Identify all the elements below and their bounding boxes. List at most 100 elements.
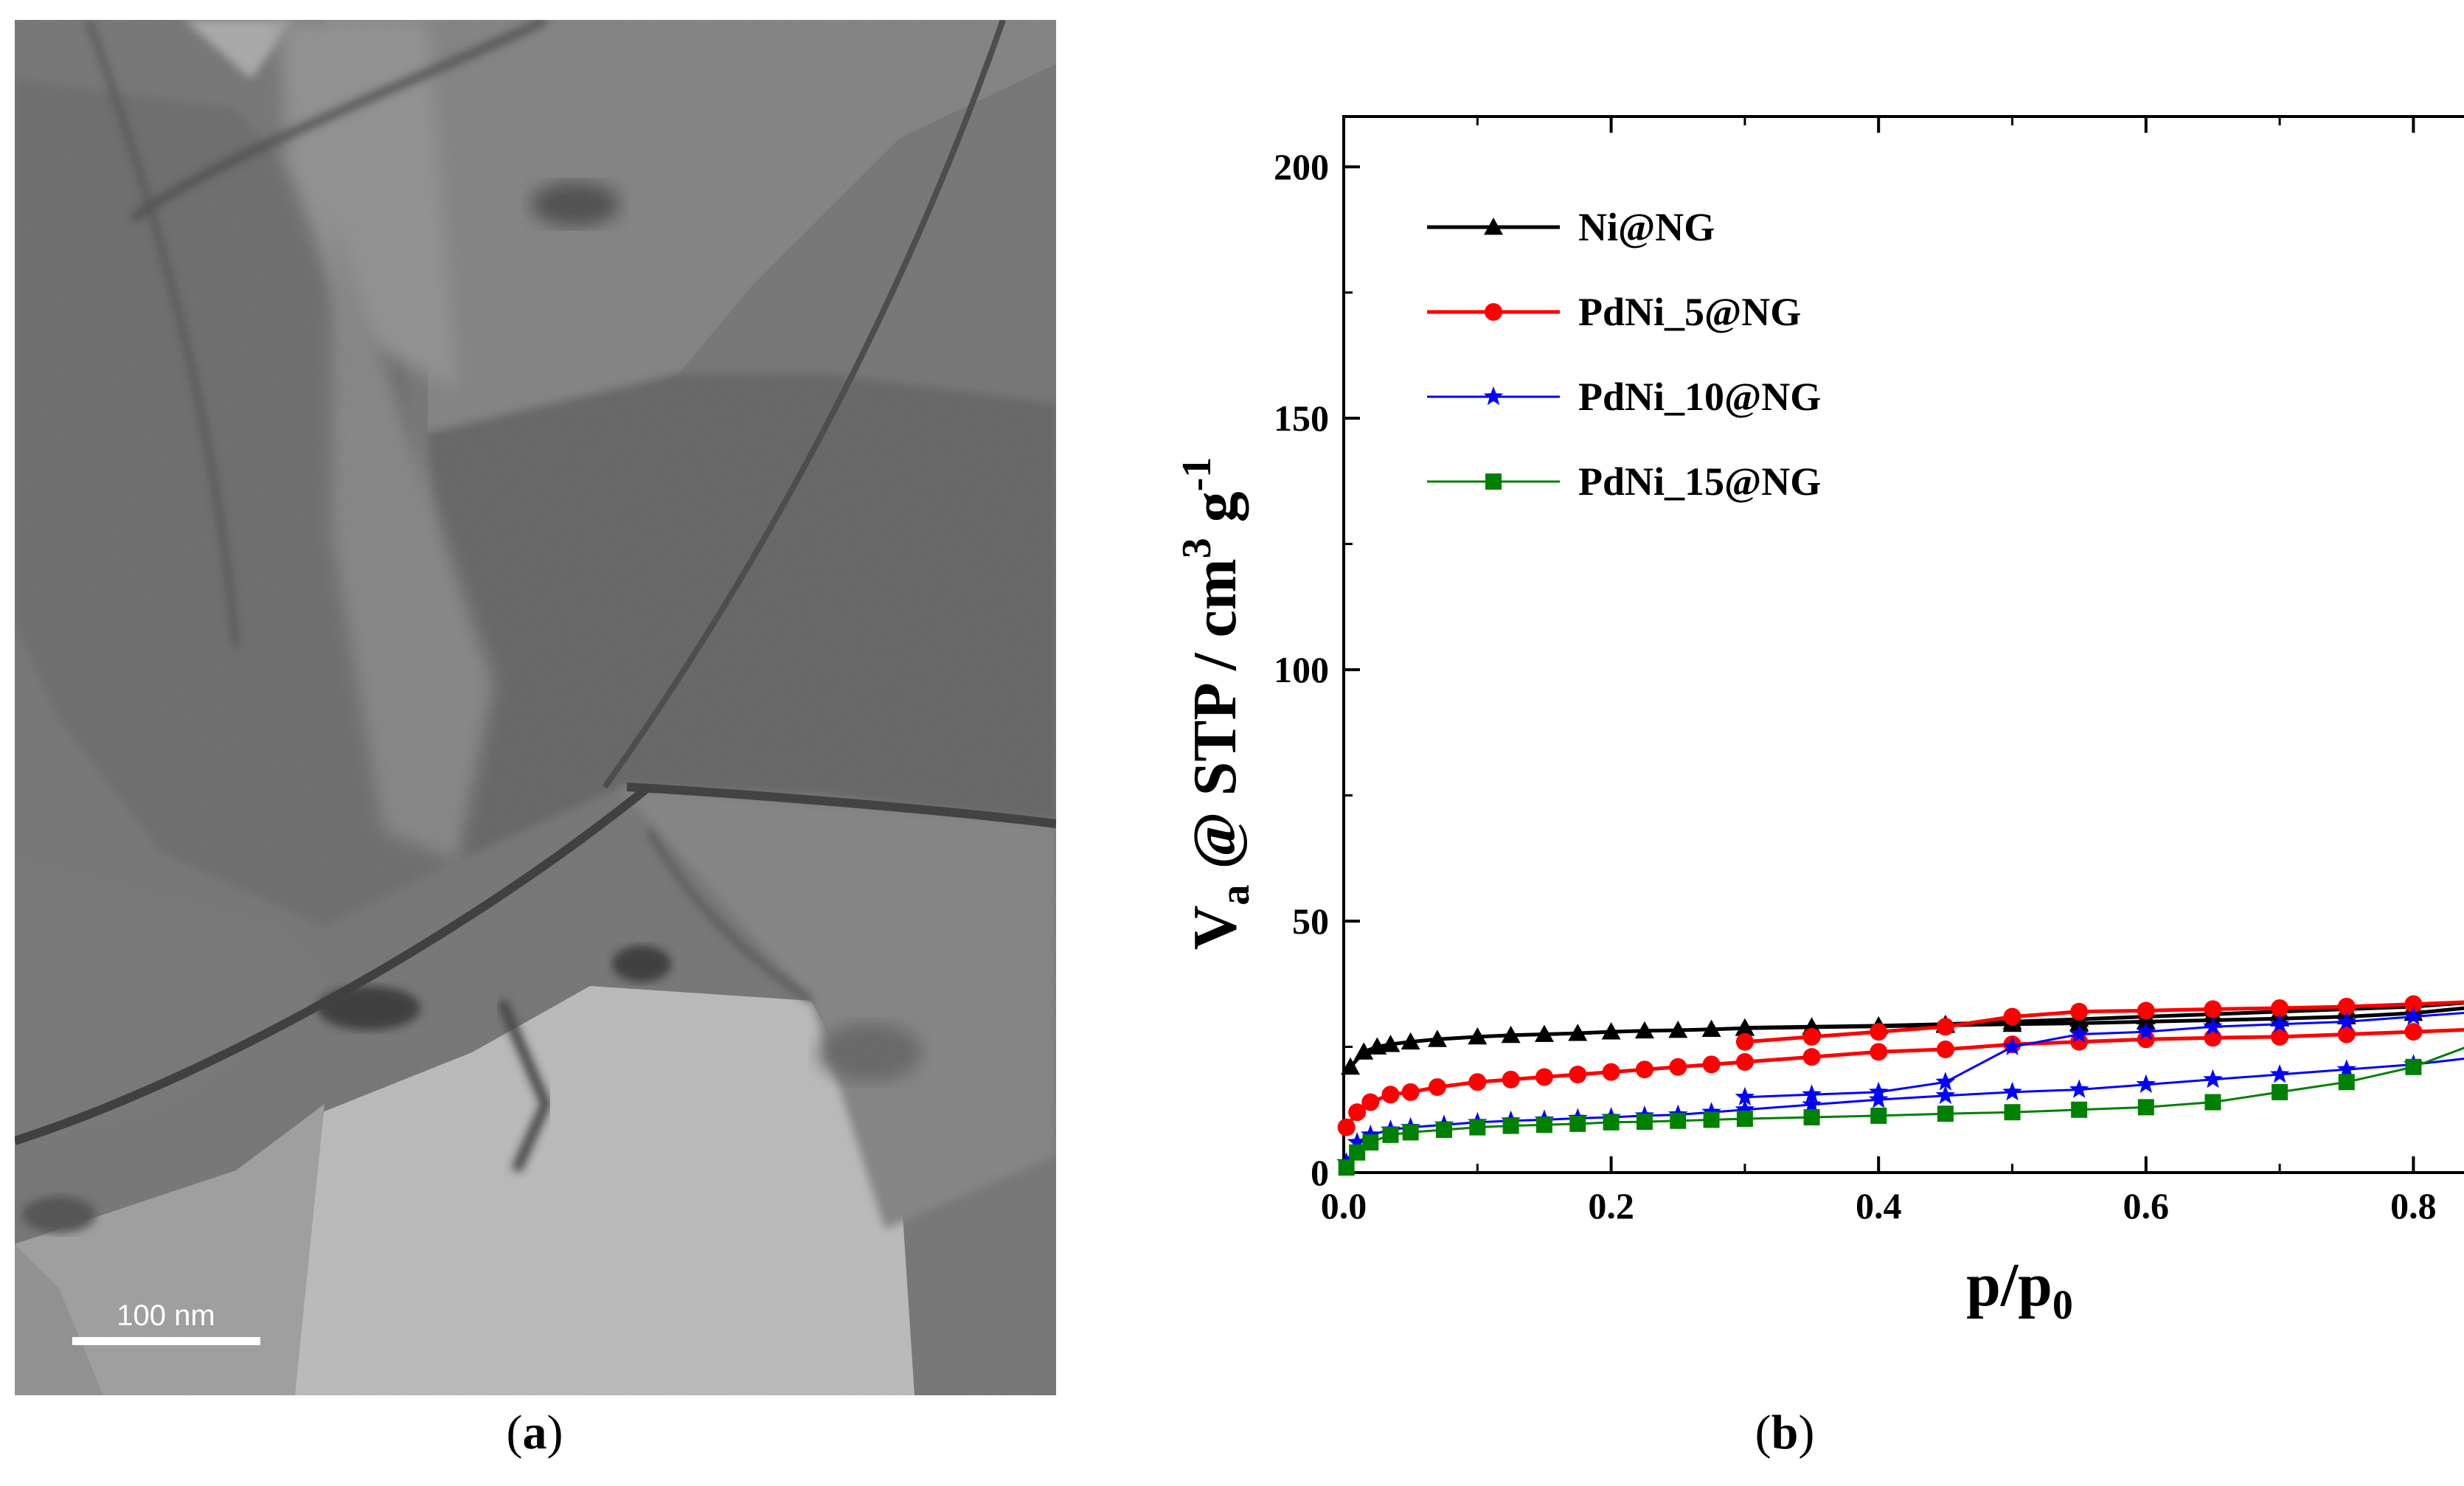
data-point [2069, 1024, 2089, 1043]
data-point [1402, 1124, 1419, 1141]
data-point [1802, 1027, 1821, 1046]
data-point [1936, 1040, 1954, 1058]
data-point [1569, 1066, 1587, 1084]
data-point [2004, 1104, 2021, 1121]
data-point [2337, 997, 2356, 1015]
data-point [2271, 999, 2289, 1018]
data-point [1603, 1114, 1620, 1131]
data-point [1935, 1085, 1956, 1104]
data-point [1382, 1126, 1399, 1143]
tem-micrograph-image: 100 nm [15, 20, 1056, 1395]
legend-label: Ni@NG [1578, 205, 1715, 249]
panel-a-label: (a) [506, 1406, 563, 1459]
y-tick-label: 50 [1292, 900, 1329, 942]
data-point [1361, 1093, 1380, 1111]
legend-marker [1483, 386, 1504, 406]
data-point [1802, 1084, 1822, 1103]
data-point [1362, 1134, 1379, 1151]
data-point [2070, 1002, 2089, 1021]
series-line [1345, 1046, 2464, 1169]
data-point [1349, 1144, 1366, 1161]
data-point [2002, 1036, 2022, 1055]
data-point [1703, 1111, 1720, 1128]
data-point [2203, 1016, 2223, 1035]
data-point [1435, 1122, 1452, 1139]
data-point [1735, 1032, 1754, 1051]
data-point [2404, 995, 2423, 1013]
data-point [1735, 1052, 1754, 1071]
data-point [2136, 1021, 2156, 1041]
scale-bar-label: 100 nm [117, 1299, 215, 1332]
data-point [1803, 1108, 1820, 1125]
data-point [1468, 1027, 1488, 1045]
data-point [2204, 1000, 2222, 1018]
plot-area-frame [1342, 115, 2464, 1174]
scale-bar [72, 1337, 260, 1345]
data-point [1401, 1032, 1420, 1050]
data-point [2204, 1029, 2222, 1047]
data-point [2405, 1058, 2422, 1075]
data-point [1802, 1094, 1822, 1114]
data-point [2404, 1023, 2423, 1041]
data-point [2269, 1064, 2290, 1083]
data-point [1341, 1057, 1361, 1075]
data-point [2203, 1069, 2223, 1089]
data-point [1347, 1132, 1367, 1151]
data-point [1602, 1063, 1620, 1081]
legend-marker [1485, 473, 1502, 490]
data-point [1568, 1024, 1588, 1041]
data-point [1636, 1114, 1653, 1131]
data-point [1868, 1089, 1889, 1108]
data-point [2003, 1007, 2021, 1026]
panel-b-label: (b) [1755, 1406, 1815, 1459]
series-pdni-10-ng [1336, 1006, 2464, 1171]
y-axis-title: Va @ STP / cm3 g-1 [1174, 457, 1258, 950]
data-point [1935, 1072, 1956, 1091]
data-point [1469, 1119, 1486, 1136]
series-pdni-15-ng [1338, 1046, 2464, 1176]
data-point [1502, 1070, 1520, 1089]
legend-marker [1484, 218, 1503, 235]
data-point [2002, 1081, 2022, 1101]
data-point [2136, 1074, 2156, 1093]
y-tick-label: 150 [1274, 397, 1329, 439]
series-line [1344, 1000, 2464, 1129]
data-point [1569, 1115, 1586, 1132]
data-point [1427, 1030, 1447, 1047]
data-point [2337, 1025, 2356, 1044]
data-point [1670, 1112, 1687, 1129]
data-point [1401, 1083, 1420, 1101]
series-pdni-5-ng [1337, 995, 2464, 1136]
data-point [1868, 1081, 1889, 1101]
x-axis-title: p/p0 [1966, 1251, 2073, 1328]
data-point [1936, 1018, 1954, 1036]
data-point [2204, 1094, 2221, 1111]
legend-label: PdNi_5@NG [1578, 290, 1801, 334]
data-point [2271, 1027, 2289, 1046]
x-tick-label: 0.2 [1588, 1185, 1634, 1226]
data-point [1870, 1023, 1888, 1041]
data-point [1360, 1124, 1381, 1144]
data-point [1937, 1105, 1954, 1122]
data-point [1534, 1024, 1554, 1042]
data-point [1428, 1078, 1446, 1097]
data-point [2071, 1101, 2088, 1118]
data-point [1535, 1068, 1553, 1086]
data-point [1348, 1103, 1367, 1122]
data-point [1501, 1025, 1521, 1044]
data-point [1601, 1022, 1621, 1040]
y-tick-label: 200 [1274, 146, 1329, 187]
data-point [1669, 1058, 1687, 1076]
series-ni-ng [1341, 996, 2464, 1075]
data-point [1735, 1086, 1755, 1105]
x-tick-label: 0.8 [2390, 1185, 2437, 1226]
data-point [1802, 1048, 1821, 1066]
data-point [1870, 1043, 1888, 1061]
data-point [1535, 1117, 1552, 1133]
data-point [2272, 1083, 2288, 1100]
y-tick-label: 0 [1311, 1152, 1329, 1193]
data-point [1702, 1055, 1721, 1074]
data-point [2069, 1079, 2089, 1098]
data-point [2336, 1011, 2357, 1030]
data-point [2336, 1059, 2357, 1078]
